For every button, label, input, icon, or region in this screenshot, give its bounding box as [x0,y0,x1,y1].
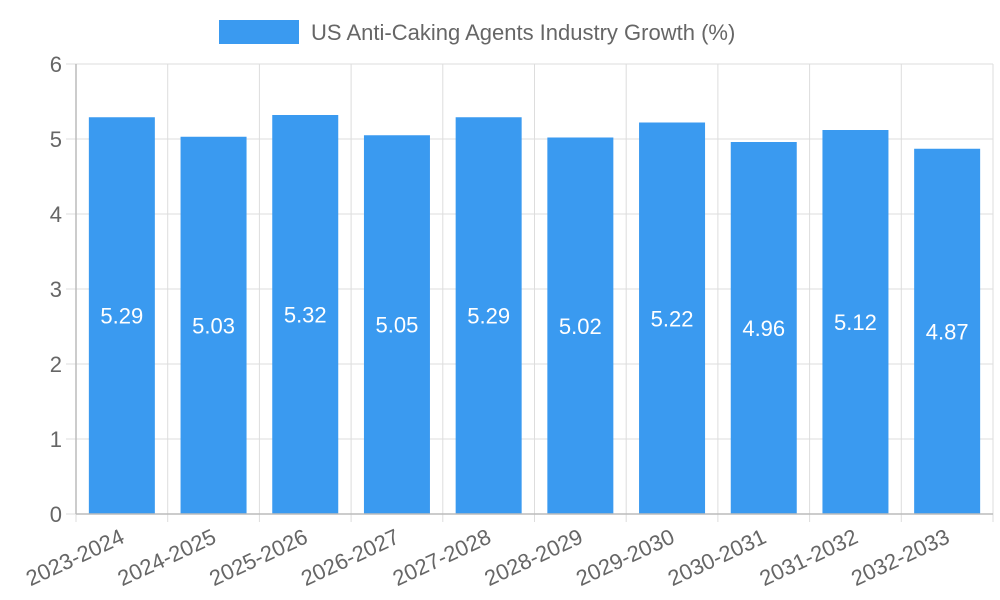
y-tick-label: 5 [50,127,62,152]
x-tick-label: 2029-2030 [572,524,678,591]
x-tick-label: 2030-2031 [664,524,770,591]
y-tick-label: 1 [50,427,62,452]
x-tick-label: 2032-2033 [847,524,953,591]
bar-value-label: 5.29 [100,304,143,329]
legend[interactable]: US Anti-Caking Agents Industry Growth (%… [219,20,735,45]
bar-value-label: 5.03 [192,313,235,338]
x-tick-label: 2031-2032 [756,524,862,591]
bar-2031-2032[interactable] [822,130,889,514]
bar-value-label: 5.02 [559,314,602,339]
bar-value-label: 5.29 [467,304,510,329]
bar-2029-2030[interactable] [639,122,706,515]
bar-value-label: 5.32 [284,303,327,328]
bar-value-label: 5.22 [651,306,694,331]
bar-2027-2028[interactable] [455,117,522,514]
y-tick-label: 0 [50,502,62,527]
x-tick-label: 2024-2025 [114,524,220,591]
y-tick-label: 4 [50,202,62,227]
y-tick-label: 3 [50,277,62,302]
bar-value-label: 4.87 [926,319,969,344]
bar-2030-2031[interactable] [730,142,797,514]
legend-swatch [219,20,299,44]
legend-label: US Anti-Caking Agents Industry Growth (%… [311,20,735,45]
x-tick-label: 2026-2027 [297,524,403,591]
x-tick-label: 2025-2026 [205,524,311,591]
y-tick-label: 2 [50,352,62,377]
y-tick-label: 6 [50,52,62,77]
x-tick-label: 2027-2028 [389,524,495,591]
axes [75,64,993,515]
bar-2028-2029[interactable] [547,137,614,515]
bar-2025-2026[interactable] [272,115,339,514]
bar-value-label: 5.12 [834,310,877,335]
bar-value-label: 5.05 [376,313,419,338]
bar-2026-2027[interactable] [363,135,430,514]
bars [88,115,981,515]
x-tick-label: 2028-2029 [481,524,587,591]
bar-2024-2025[interactable] [180,136,247,514]
bar-2023-2024[interactable] [88,117,155,514]
x-tick-label: 2023-2024 [22,524,128,591]
bar-2032-2033[interactable] [914,148,981,514]
bar-value-label: 4.96 [742,316,785,341]
